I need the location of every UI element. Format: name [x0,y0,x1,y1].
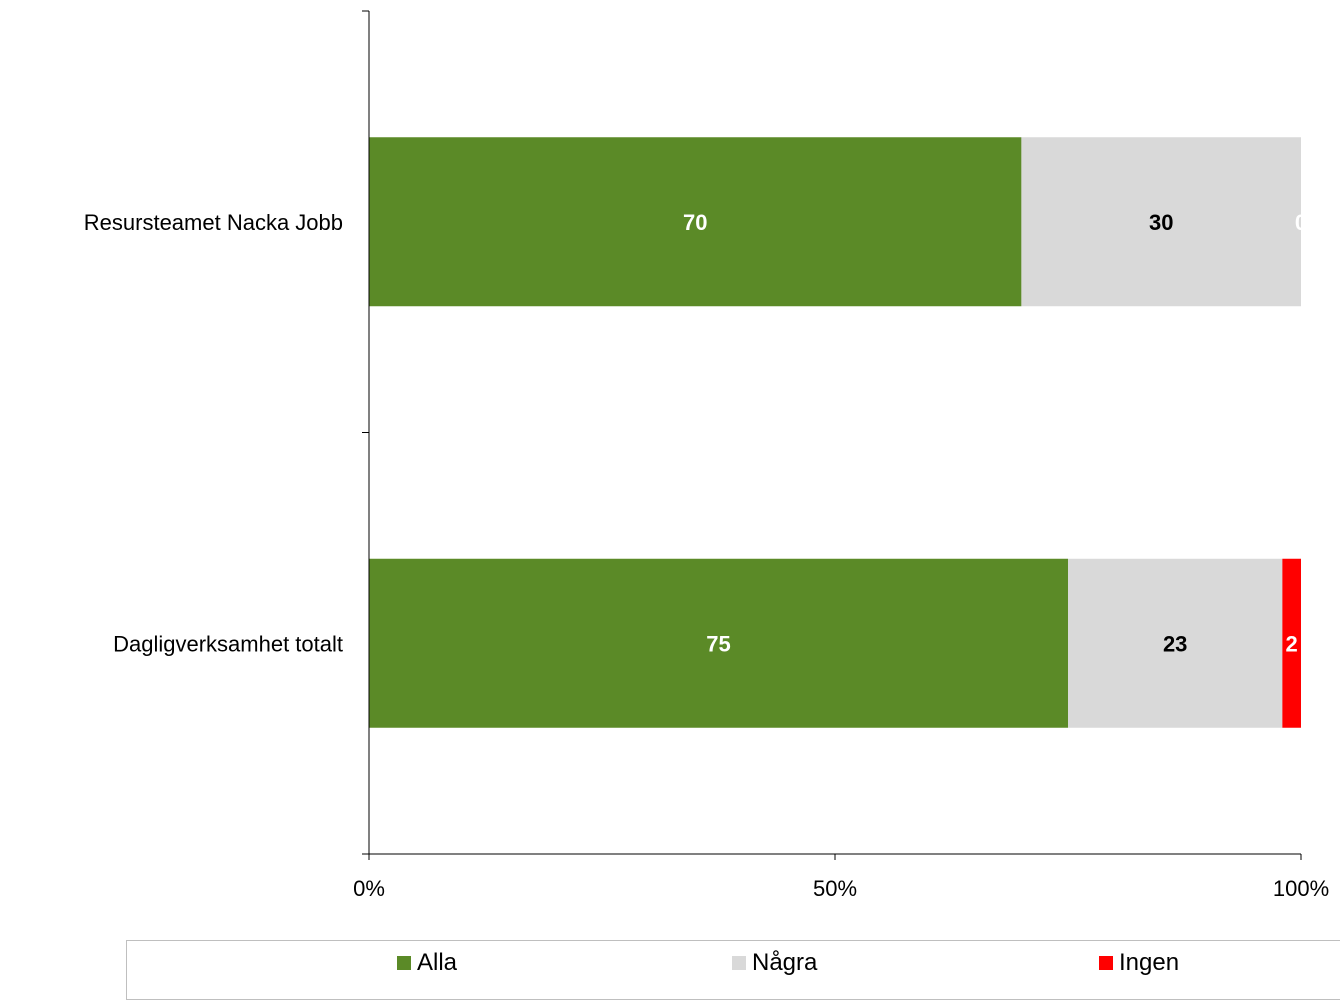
labels-group: 70 30 0 Resursteamet Nacka Jobb 75 23 2 Dagligv… [84,210,1329,901]
legend-swatch-alla [397,956,411,970]
category-label-1: Dagligverksamhet totalt [113,631,343,656]
x-tick-label-0: 0% [353,876,385,901]
legend-item-nagra: Några [732,949,817,977]
bar-några-1 [1068,558,1283,728]
data-label-några-1: 23 [1163,631,1187,656]
bar-några-0 [1021,137,1301,307]
legend-label-nagra: Några [752,949,818,976]
bar-alla-0 [369,137,1022,307]
legend-label-alla: Alla [417,949,458,976]
data-label-ingen-0: 0 [1295,210,1307,235]
data-label-ingen-1: 2 [1286,631,1298,656]
category-label-0: Resursteamet Nacka Jobb [84,210,343,235]
bar-alla-1 [369,558,1068,728]
x-tick-label-2: 100% [1273,876,1329,901]
stacked-bar-chart: 70 30 0 Resursteamet Nacka Jobb 75 23 2 Dagligv… [84,10,1329,901]
legend: Alla Några Ingen [126,940,1340,1000]
legend-item-alla: Alla [397,949,457,977]
data-label-alla-0: 70 [683,210,707,235]
axes-group [362,10,1302,860]
legend-item-ingen: Ingen [1099,949,1179,977]
legend-label-ingen: Ingen [1119,949,1180,976]
bars-group [369,137,1301,728]
bar-ingen-1 [1282,558,1301,728]
x-tick-label-1: 50% [813,876,857,901]
legend-swatch-ingen [1099,956,1113,970]
data-label-några-0: 30 [1149,210,1173,235]
data-label-alla-1: 75 [706,631,730,656]
legend-swatch-nagra [732,956,746,970]
